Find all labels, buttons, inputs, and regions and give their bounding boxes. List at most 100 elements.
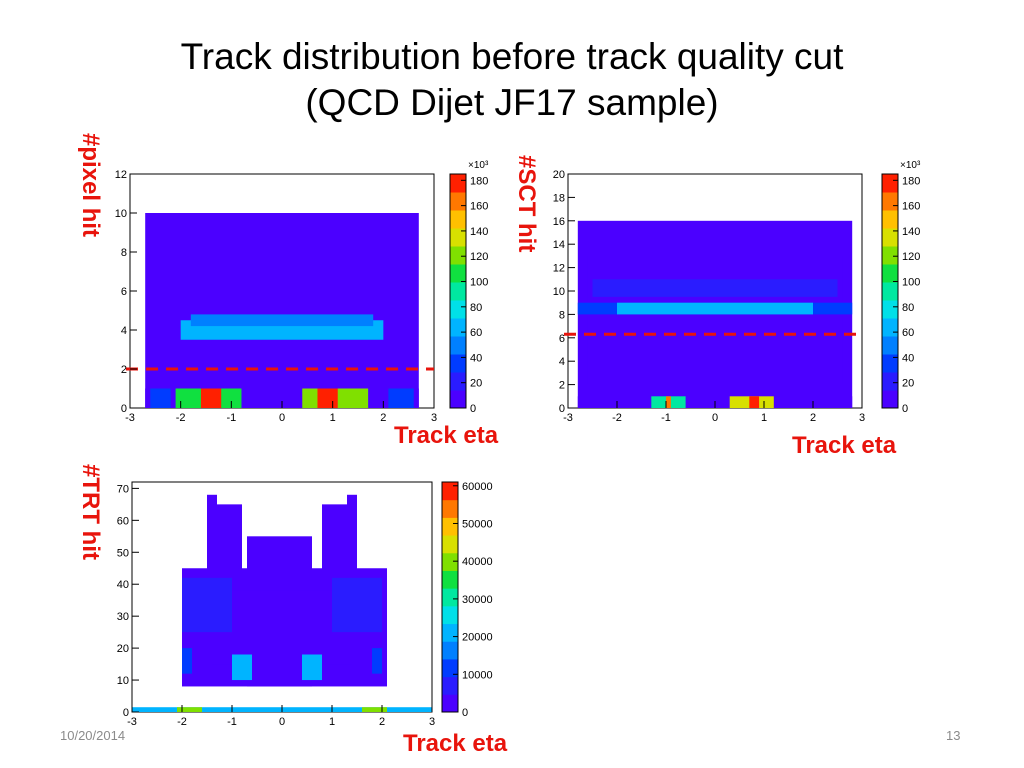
colorbar-tick-label: 80 <box>902 302 914 314</box>
colorbar-tick-label: 60 <box>902 327 914 339</box>
colorbar-tick-label: 100 <box>470 277 488 289</box>
colorbar-segment <box>882 318 898 337</box>
colorbar-segment <box>882 300 898 319</box>
y-tick-label: 30 <box>117 611 129 623</box>
slide-date: 10/20/2014 <box>60 728 126 743</box>
colorbar-tick-label: 40 <box>470 352 482 364</box>
colorbar-segment <box>450 228 466 247</box>
colorbar-tick-label: 20000 <box>462 632 493 644</box>
y-tick-label: 2 <box>559 380 565 392</box>
y-tick-label: 20 <box>553 169 565 181</box>
y-tick-label: 4 <box>559 356 565 368</box>
heatmap-cell <box>182 648 192 674</box>
y-tick-label: 12 <box>553 263 565 275</box>
heatmap-cell <box>150 388 171 408</box>
colorbar-tick-label: 160 <box>902 201 920 213</box>
colorbar-tick-label: 20 <box>902 378 914 390</box>
colorbar-segment <box>450 192 466 211</box>
colorbar-segment <box>450 318 466 337</box>
colorbar-tick-label: 60000 <box>462 481 493 493</box>
y-tick-label: 10 <box>117 675 129 687</box>
colorbar-segment <box>442 517 458 536</box>
slide-title-line2: (QCD Dijet JF17 sample) <box>305 82 719 123</box>
y-tick-label: 20 <box>117 643 129 655</box>
colorbar-tick-label: 140 <box>902 226 920 238</box>
y-tick-label: 4 <box>121 325 127 337</box>
trt-hit-ylabel: #TRT hit <box>77 464 104 560</box>
colorbar-segment <box>882 192 898 211</box>
y-tick-label: 8 <box>121 247 127 259</box>
colorbar-segment <box>450 246 466 265</box>
trt-hit-xlabel: Track eta <box>403 730 508 757</box>
colorbar-tick-label: 160 <box>470 201 488 213</box>
heatmap-cell <box>177 707 202 712</box>
heatmap-cell <box>182 577 232 633</box>
y-tick-label: 60 <box>117 515 129 527</box>
pixel-hit-heatmap: -3 -2 -1 0 1 2 3024681012020406080100120140160… <box>115 160 489 424</box>
colorbar-segment <box>442 641 458 660</box>
heatmap-cell <box>200 388 222 408</box>
colorbar-tick-label: 120 <box>902 251 920 263</box>
y-tick-label: 6 <box>121 286 127 298</box>
x-tick-label: 1 <box>330 412 336 424</box>
colorbar-segment <box>442 623 458 642</box>
y-tick-label: 10 <box>115 208 127 220</box>
colorbar-segment <box>450 372 466 391</box>
colorbar-tick-label: 40 <box>902 352 914 364</box>
colorbar-segment <box>882 246 898 265</box>
colorbar-frame <box>881 173 899 409</box>
colorbar-segment <box>450 336 466 355</box>
heatmap-cell <box>232 654 252 681</box>
colorbar-tick-label: 180 <box>902 175 920 187</box>
colorbar-tick-label: 120 <box>470 251 488 263</box>
x-tick-label: 0 <box>279 412 285 424</box>
y-tick-label: 8 <box>559 309 565 321</box>
colorbar-segment <box>882 210 898 229</box>
y-tick-label: 16 <box>553 216 565 228</box>
heatmap-cell <box>617 302 813 315</box>
colorbar-tick-label: 20 <box>470 378 482 390</box>
heatmap-cell <box>388 388 414 408</box>
colorbar-segment <box>882 372 898 391</box>
x-tick-label: -3 <box>127 716 137 728</box>
colorbar-segment <box>450 264 466 283</box>
heatmap-cell <box>362 707 387 712</box>
colorbar-segment <box>882 174 898 193</box>
heatmap-cell <box>317 388 338 408</box>
x-tick-label: -2 <box>176 412 186 424</box>
colorbar-segment <box>442 658 458 678</box>
colorbar-segment <box>442 676 458 695</box>
sct-hit-xlabel: Track eta <box>792 432 897 459</box>
heatmap-cell <box>332 577 382 633</box>
colorbar-segment <box>450 354 466 373</box>
pixel-hit-ylabel: #pixel hit <box>77 133 104 238</box>
y-tick-label: 70 <box>117 483 129 495</box>
heatmap-cell <box>207 494 217 617</box>
x-tick-label: 0 <box>279 716 285 728</box>
colorbar-tick-label: 180 <box>470 175 488 187</box>
y-tick-label: 14 <box>553 239 565 251</box>
sct-hit-ylabel: #SCT hit <box>513 155 540 253</box>
colorbar-frame <box>441 481 459 713</box>
x-tick-label: 3 <box>431 412 437 424</box>
y-tick-label: 50 <box>117 547 129 559</box>
x-tick-label: -1 <box>226 412 236 424</box>
colorbar-tick-label: 0 <box>902 403 908 415</box>
colorbar-segment <box>442 535 458 554</box>
heatmap-cell <box>592 279 838 297</box>
x-tick-label: -1 <box>661 412 671 424</box>
colorbar-segment <box>442 588 458 607</box>
x-tick-label: 3 <box>429 716 435 728</box>
colorbar-tick-label: 30000 <box>462 594 493 606</box>
slide-page-number: 13 <box>946 728 961 743</box>
y-tick-label: 2 <box>121 364 127 376</box>
colorbar-tick-label: 10000 <box>462 669 493 681</box>
colorbar-segment <box>450 282 466 301</box>
x-tick-label: 2 <box>380 412 386 424</box>
y-tick-label: 18 <box>553 192 565 204</box>
colorbar-segment <box>442 482 458 501</box>
colorbar-frame <box>449 173 467 409</box>
colorbar-tick-label: 140 <box>470 226 488 238</box>
x-tick-label: 3 <box>859 412 865 424</box>
x-tick-label: -2 <box>612 412 622 424</box>
